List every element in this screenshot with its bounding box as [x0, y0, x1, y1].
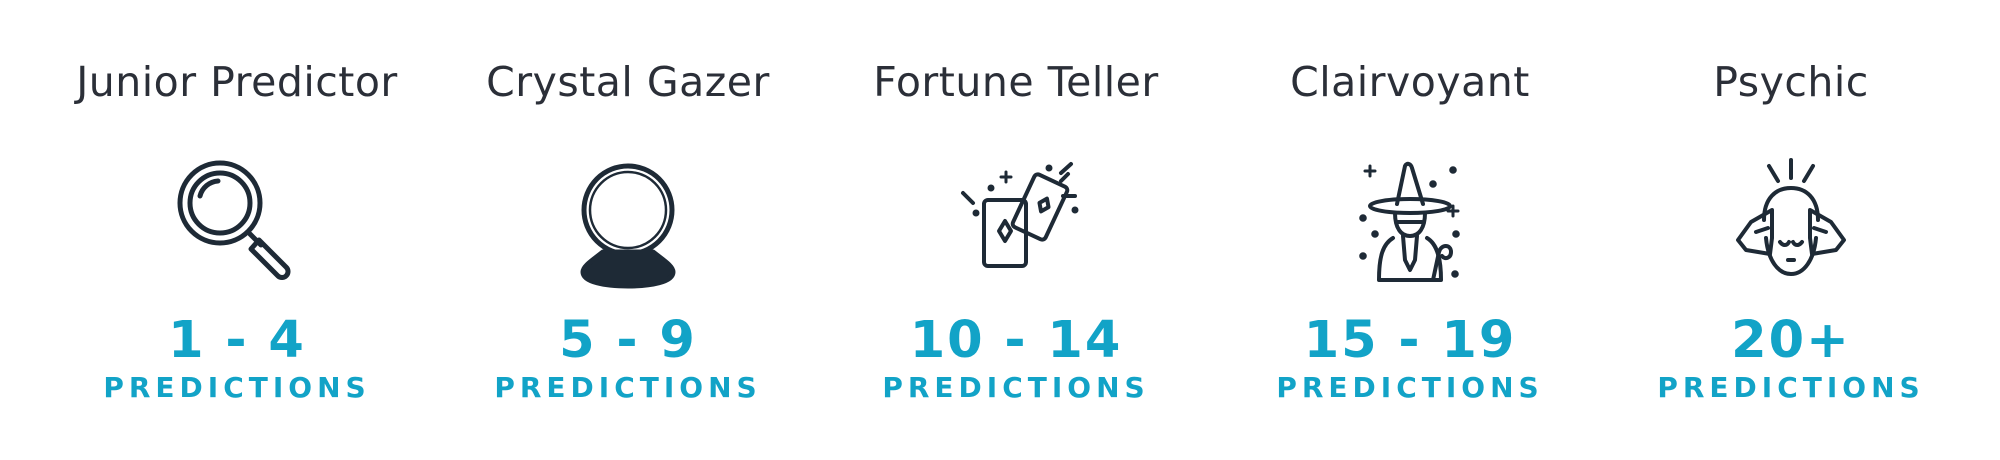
- tier-junior-predictor: Junior Predictor 1 - 4 PREDICTIONS: [47, 0, 427, 460]
- psychic-head-icon: [1716, 148, 1866, 298]
- tier-title: Psychic: [1713, 58, 1869, 106]
- tier-range: 10 - 14: [909, 311, 1123, 370]
- tier-title: Fortune Teller: [873, 58, 1159, 106]
- magnifying-glass-icon: [162, 148, 312, 298]
- tier-unit: PREDICTIONS: [882, 371, 1150, 404]
- tier-unit: PREDICTIONS: [1657, 371, 1925, 404]
- tier-range: 15 - 19: [1303, 311, 1517, 370]
- tier-unit: PREDICTIONS: [494, 371, 762, 404]
- wizard-icon: [1335, 148, 1485, 298]
- tier-unit: PREDICTIONS: [1276, 371, 1544, 404]
- tier-range: 5 - 9: [559, 311, 697, 370]
- tier-range: 20+: [1731, 311, 1851, 370]
- tier-fortune-teller: Fortune Teller 10 - 14 PREDICTIONS: [826, 0, 1206, 460]
- tier-title: Crystal Gazer: [486, 58, 770, 106]
- crystal-ball-icon: [553, 148, 703, 298]
- tier-clairvoyant: Clairvoyant 15 - 19 PRED: [1220, 0, 1600, 460]
- tier-title: Clairvoyant: [1290, 58, 1530, 106]
- tier-unit: PREDICTIONS: [103, 371, 371, 404]
- tarot-cards-icon: [941, 148, 1091, 298]
- tier-psychic: Psychic 20+ PREDICTIONS: [1601, 0, 1981, 460]
- tier-title: Junior Predictor: [76, 58, 398, 106]
- tier-crystal-gazer: Crystal Gazer 5 - 9 PREDICTIONS: [438, 0, 818, 460]
- tier-range: 1 - 4: [168, 311, 306, 370]
